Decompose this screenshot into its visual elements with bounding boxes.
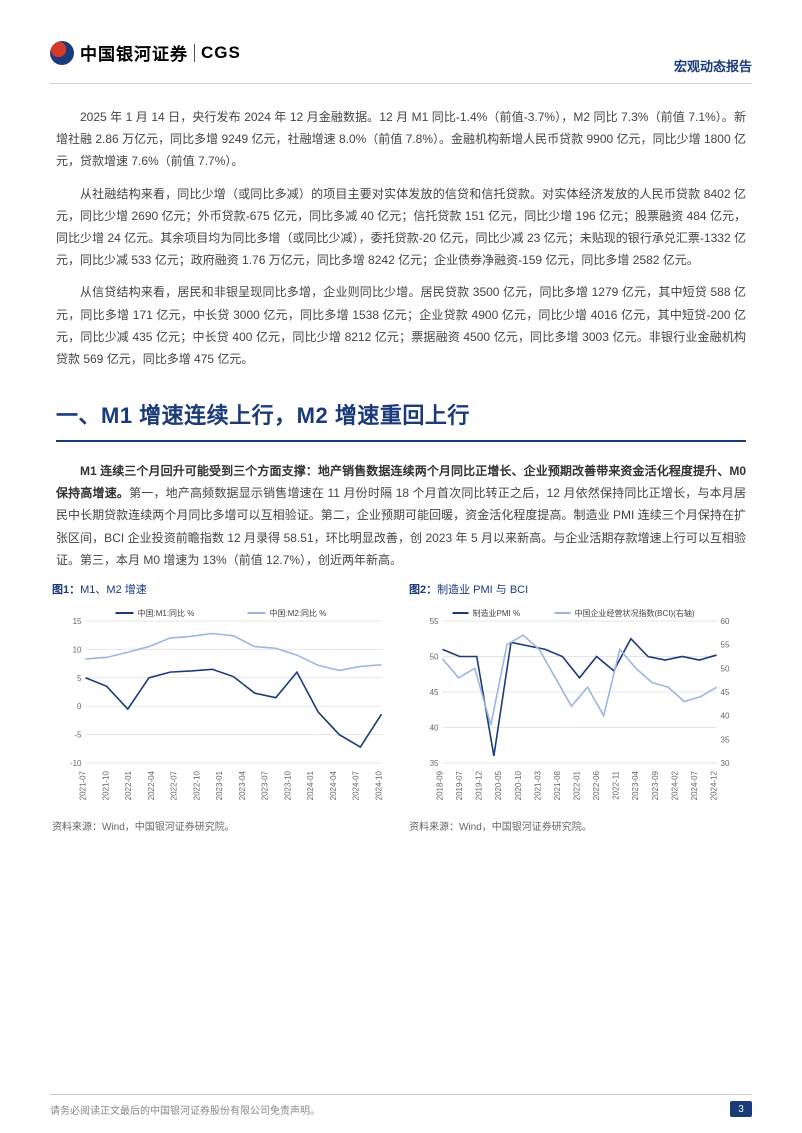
svg-text:2023-01: 2023-01 bbox=[215, 770, 224, 800]
svg-text:2021-10: 2021-10 bbox=[101, 770, 110, 800]
svg-text:中国企业经营状况指数(BCI)(右轴): 中国企业经营状况指数(BCI)(右轴) bbox=[575, 608, 695, 618]
section-title: 一、M1 增速连续上行，M2 增速重回上行 bbox=[56, 398, 746, 430]
svg-text:2019-07: 2019-07 bbox=[455, 770, 464, 800]
logo-icon bbox=[50, 41, 74, 65]
svg-text:2021-07: 2021-07 bbox=[79, 770, 88, 800]
svg-text:2022-01: 2022-01 bbox=[573, 770, 582, 800]
chart-2-source: 资料来源：Wind，中国银河证券研究院。 bbox=[409, 818, 750, 833]
svg-text:-10: -10 bbox=[70, 759, 82, 768]
page-footer: 请务必阅读正文最后的中国银河证券股份有限公司免责声明。 3 bbox=[50, 1094, 752, 1117]
paragraph-2: 从社融结构来看，同比少增（或同比多减）的项目主要对实体发放的信贷和信托贷款。对实… bbox=[56, 183, 746, 272]
logo-block: 中国银河证券 CGS bbox=[50, 40, 241, 65]
svg-text:55: 55 bbox=[430, 617, 439, 626]
page-header: 中国银河证券 CGS 宏观动态报告 bbox=[50, 30, 752, 75]
svg-text:中国:M2:同比 %: 中国:M2:同比 % bbox=[270, 608, 327, 618]
svg-text:2023-10: 2023-10 bbox=[283, 770, 292, 800]
svg-text:50: 50 bbox=[721, 664, 730, 673]
svg-text:35: 35 bbox=[721, 735, 730, 744]
svg-text:2022-06: 2022-06 bbox=[592, 770, 601, 800]
paragraph-1: 2025 年 1 月 14 日，央行发布 2024 年 12 月金融数据。12 … bbox=[56, 106, 746, 173]
svg-text:2024-01: 2024-01 bbox=[306, 770, 315, 800]
svg-text:2024-07: 2024-07 bbox=[690, 770, 699, 800]
svg-text:30: 30 bbox=[721, 759, 730, 768]
svg-text:40: 40 bbox=[721, 712, 730, 721]
svg-text:45: 45 bbox=[721, 688, 730, 697]
section-lead: M1 连续三个月回升可能受到三个方面支撑：地产销售数据连续两个月同比正增长、企业… bbox=[56, 460, 746, 571]
svg-text:2020-10: 2020-10 bbox=[514, 770, 523, 800]
footer-disclaimer: 请务必阅读正文最后的中国银河证券股份有限公司免责声明。 bbox=[50, 1102, 320, 1117]
section-rule bbox=[56, 440, 746, 442]
svg-text:50: 50 bbox=[430, 653, 439, 662]
report-type: 宏观动态报告 bbox=[674, 56, 752, 75]
svg-text:中国:M1:同比 %: 中国:M1:同比 % bbox=[138, 608, 195, 618]
svg-text:40: 40 bbox=[430, 724, 439, 733]
chart-2-svg: 35 40 45 50 55 30 35 40 45 50 55 60 制造业PMI % 中国企业经营状况… bbox=[409, 601, 750, 811]
paragraph-3: 从信贷结构来看，居民和非银呈现同比多增，企业则同比少增。居民贷款 3500 亿元… bbox=[56, 281, 746, 370]
svg-text:45: 45 bbox=[430, 688, 439, 697]
page-number: 3 bbox=[730, 1101, 752, 1117]
logo-divider bbox=[194, 44, 195, 62]
svg-text:2023-04: 2023-04 bbox=[631, 770, 640, 800]
svg-text:2024-12: 2024-12 bbox=[710, 770, 719, 800]
svg-text:2024-02: 2024-02 bbox=[670, 770, 679, 800]
svg-text:35: 35 bbox=[430, 759, 439, 768]
svg-text:2018-09: 2018-09 bbox=[436, 770, 445, 800]
chart-1-box: 图1：M1、M2 增速 -10 -5 0 5 10 15 中国:M1:同比 % 中国:M2:同… bbox=[52, 581, 393, 833]
charts-row: 图1：M1、M2 增速 -10 -5 0 5 10 15 中国:M1:同比 % 中国:M2:同… bbox=[52, 581, 750, 833]
svg-text:2022-10: 2022-10 bbox=[192, 770, 201, 800]
svg-text:2021-03: 2021-03 bbox=[533, 770, 542, 800]
chart-2-box: 图2：制造业 PMI 与 BCI 35 40 45 50 55 30 35 40 45 50 55 6… bbox=[409, 581, 750, 833]
chart-1-svg: -10 -5 0 5 10 15 中国:M1:同比 % 中国:M2:同比 % 2021-07 20… bbox=[52, 601, 393, 811]
svg-text:2023-07: 2023-07 bbox=[261, 770, 270, 800]
logo-en: CGS bbox=[201, 43, 241, 63]
svg-text:10: 10 bbox=[73, 645, 82, 654]
svg-text:制造业PMI %: 制造业PMI % bbox=[473, 608, 521, 618]
chart-1-title: 图1：M1、M2 增速 bbox=[52, 581, 393, 597]
chart-1-source: 资料来源：Wind，中国银河证券研究院。 bbox=[52, 818, 393, 833]
svg-text:2019-12: 2019-12 bbox=[475, 770, 484, 800]
header-rule bbox=[50, 83, 752, 84]
svg-text:2023-09: 2023-09 bbox=[651, 770, 660, 800]
svg-text:60: 60 bbox=[721, 617, 730, 626]
svg-text:2021-08: 2021-08 bbox=[553, 770, 562, 800]
svg-text:0: 0 bbox=[77, 702, 82, 711]
svg-text:2023-04: 2023-04 bbox=[238, 770, 247, 800]
svg-text:2022-04: 2022-04 bbox=[147, 770, 156, 800]
svg-text:2024-04: 2024-04 bbox=[329, 770, 338, 800]
svg-text:-5: -5 bbox=[74, 731, 82, 740]
svg-text:2022-11: 2022-11 bbox=[612, 770, 621, 799]
svg-text:2022-01: 2022-01 bbox=[124, 770, 133, 800]
section-lead-rest: 第一，地产高频数据显示销售增速在 11 月份时隔 18 个月首次同比转正之后，1… bbox=[56, 486, 746, 567]
svg-text:2024-10: 2024-10 bbox=[375, 770, 384, 800]
svg-text:2020-05: 2020-05 bbox=[494, 770, 503, 800]
svg-text:5: 5 bbox=[77, 674, 82, 683]
svg-text:2024-07: 2024-07 bbox=[352, 770, 361, 800]
chart-2-title: 图2：制造业 PMI 与 BCI bbox=[409, 581, 750, 597]
svg-text:55: 55 bbox=[721, 641, 730, 650]
svg-text:15: 15 bbox=[73, 617, 82, 626]
svg-text:2022-07: 2022-07 bbox=[170, 770, 179, 800]
logo-cn: 中国银河证券 bbox=[80, 40, 188, 65]
